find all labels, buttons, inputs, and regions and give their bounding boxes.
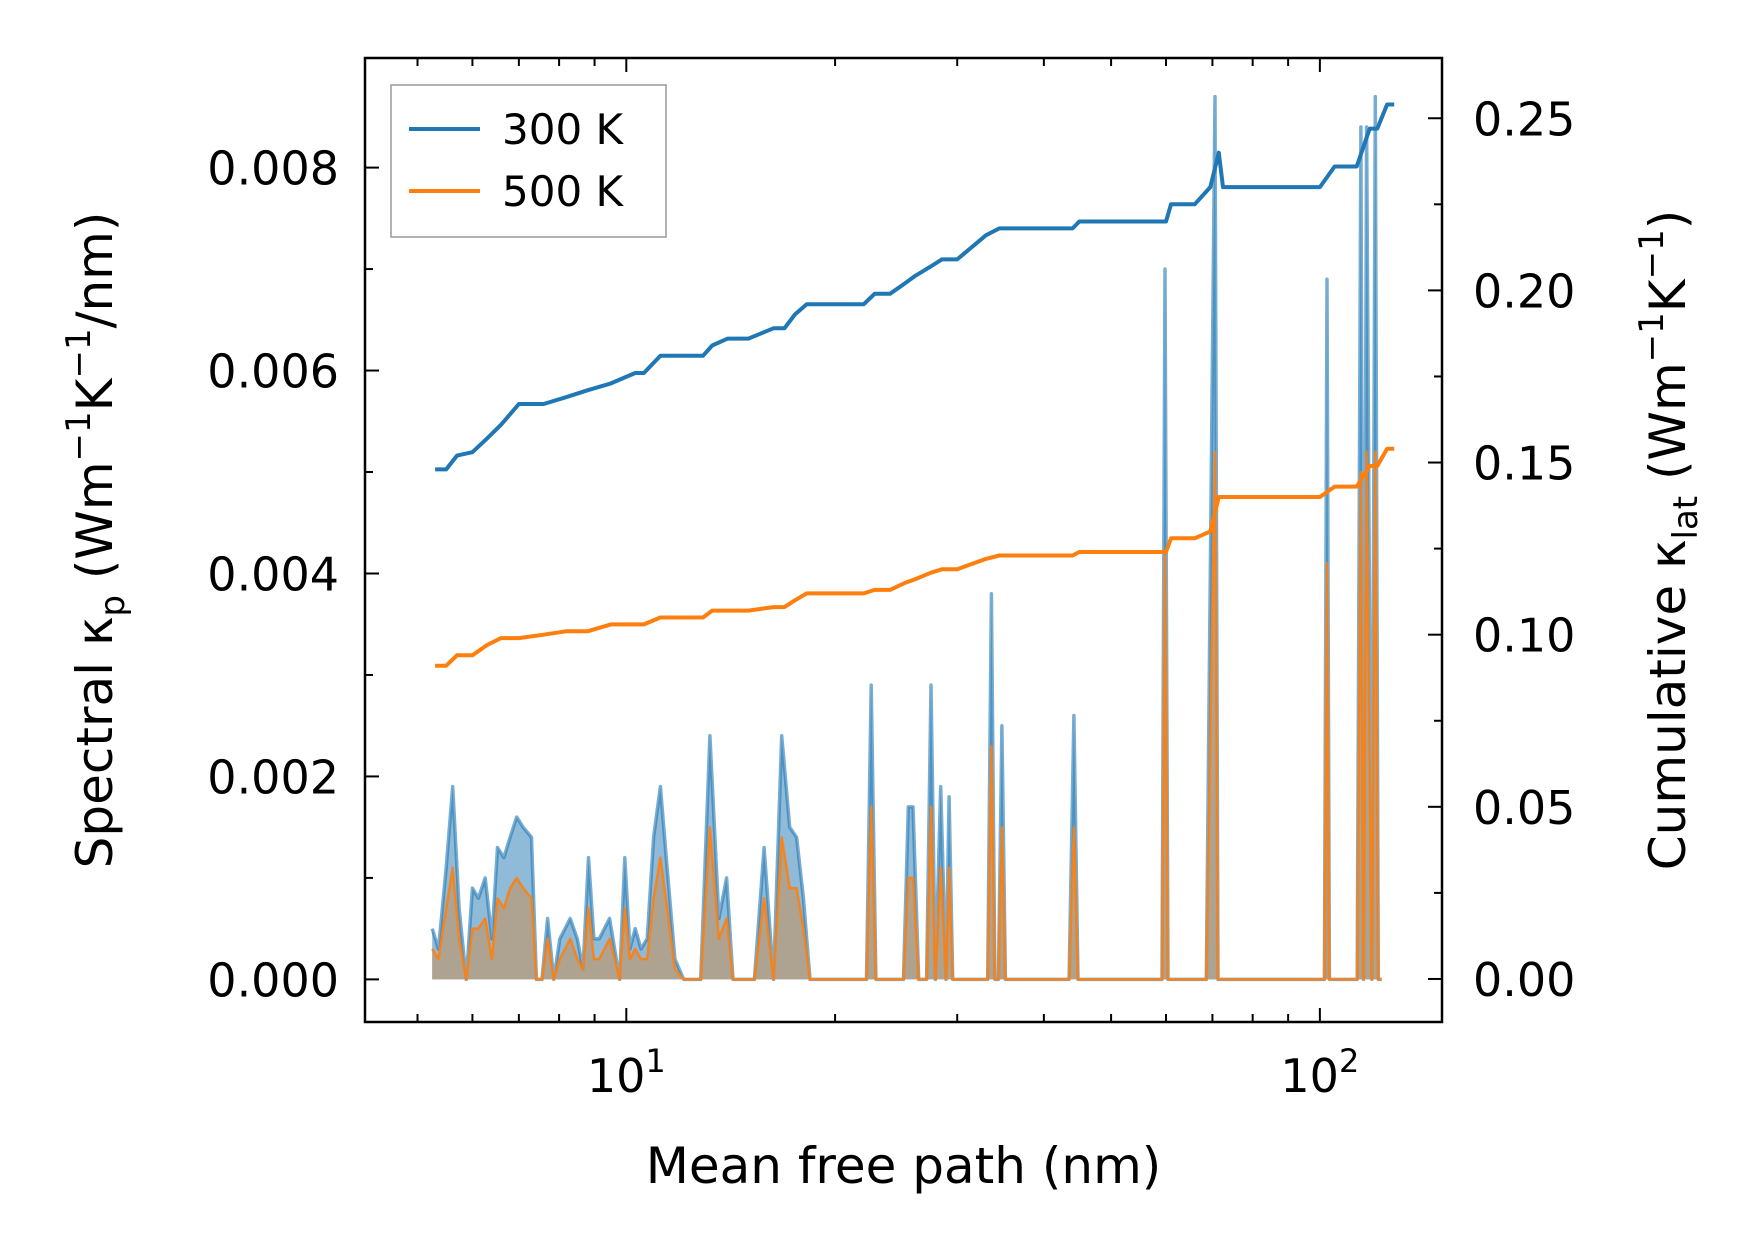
y-right-tick-label: 0.10 [1473, 609, 1575, 663]
y-right-axis-label-main: Cumulative κ [1639, 539, 1697, 870]
y-right-axis-label-exponent: −1 [1632, 312, 1672, 362]
x-tick-label-exponent: 1 [645, 1042, 665, 1080]
y-left-tick-label: 0.000 [207, 953, 339, 1007]
axes-layer: 101 1020.0000.0020.0040.0060.0080.000.050… [207, 56, 1575, 1103]
plot-frame [363, 56, 1444, 1024]
y-left-axis-label-subscript: p [93, 595, 133, 617]
spectral-layer [430, 94, 1382, 982]
y-right-tick-label: 0.15 [1473, 437, 1575, 491]
spectral-line-500k [431, 450, 1382, 981]
legend-label-300k: 300 K [502, 105, 625, 154]
y-left-tick-label: 0.006 [207, 345, 339, 399]
x-tick-label-exponent: 2 [1339, 1042, 1359, 1080]
y-right-axis-label: Cumulative κlat (Wm−1K−1) [1632, 210, 1706, 870]
y-right-axis-label-subscript: lat [1666, 496, 1706, 540]
y-left-axis-label-exponent: −1 [59, 411, 99, 461]
y-right-tick-label: 0.05 [1473, 781, 1575, 835]
y-left-tick-label: 0.002 [207, 750, 339, 804]
y-right-tick-label: 0.25 [1473, 92, 1575, 146]
y-right-axis-label-unit-end: ) [1639, 210, 1697, 230]
y-left-axis-label-main: Spectral κ [66, 617, 124, 869]
cumulative-line-500k [435, 446, 1395, 668]
y-right-tick-label: 0.20 [1473, 264, 1575, 318]
y-left-tick-label: 0.004 [207, 547, 339, 601]
y-left-axis-label-unit: (Wm [66, 461, 124, 595]
legend-label-500k: 500 K [502, 167, 625, 216]
y-right-axis-label-exponent: −1 [1632, 229, 1672, 279]
cumulative-line-300k [435, 102, 1395, 472]
legend-box [390, 84, 667, 238]
x-axis-label: Mean free path (nm) [646, 1137, 1162, 1195]
legend: 300 K 500 K [390, 84, 667, 238]
y-right-axis-label-unit-k: K [1639, 278, 1697, 312]
y-right-tick-label: 0.00 [1473, 953, 1575, 1007]
x-tick-label: 102 [1280, 1042, 1359, 1103]
spectral-area-500k [432, 451, 1382, 980]
x-tick-label: 101 [587, 1042, 666, 1103]
axis-labels: Mean free path (nm)Spectral κp (Wm−1K−1/… [59, 210, 1706, 1195]
y-left-axis-label-unit-k: K [66, 377, 124, 411]
y-right-axis-label-unit: (Wm [1639, 362, 1697, 496]
y-left-axis-label-unit-end: /nm) [66, 212, 124, 329]
y-left-tick-label: 0.008 [207, 142, 339, 196]
x-tick-label-base: 10 [1280, 1049, 1339, 1103]
x-tick-label-base: 10 [587, 1049, 646, 1103]
y-left-axis-label: Spectral κp (Wm−1K−1/nm) [59, 212, 133, 869]
cumulative-layer [435, 102, 1395, 668]
y-left-axis-label-exponent: −1 [59, 328, 99, 378]
